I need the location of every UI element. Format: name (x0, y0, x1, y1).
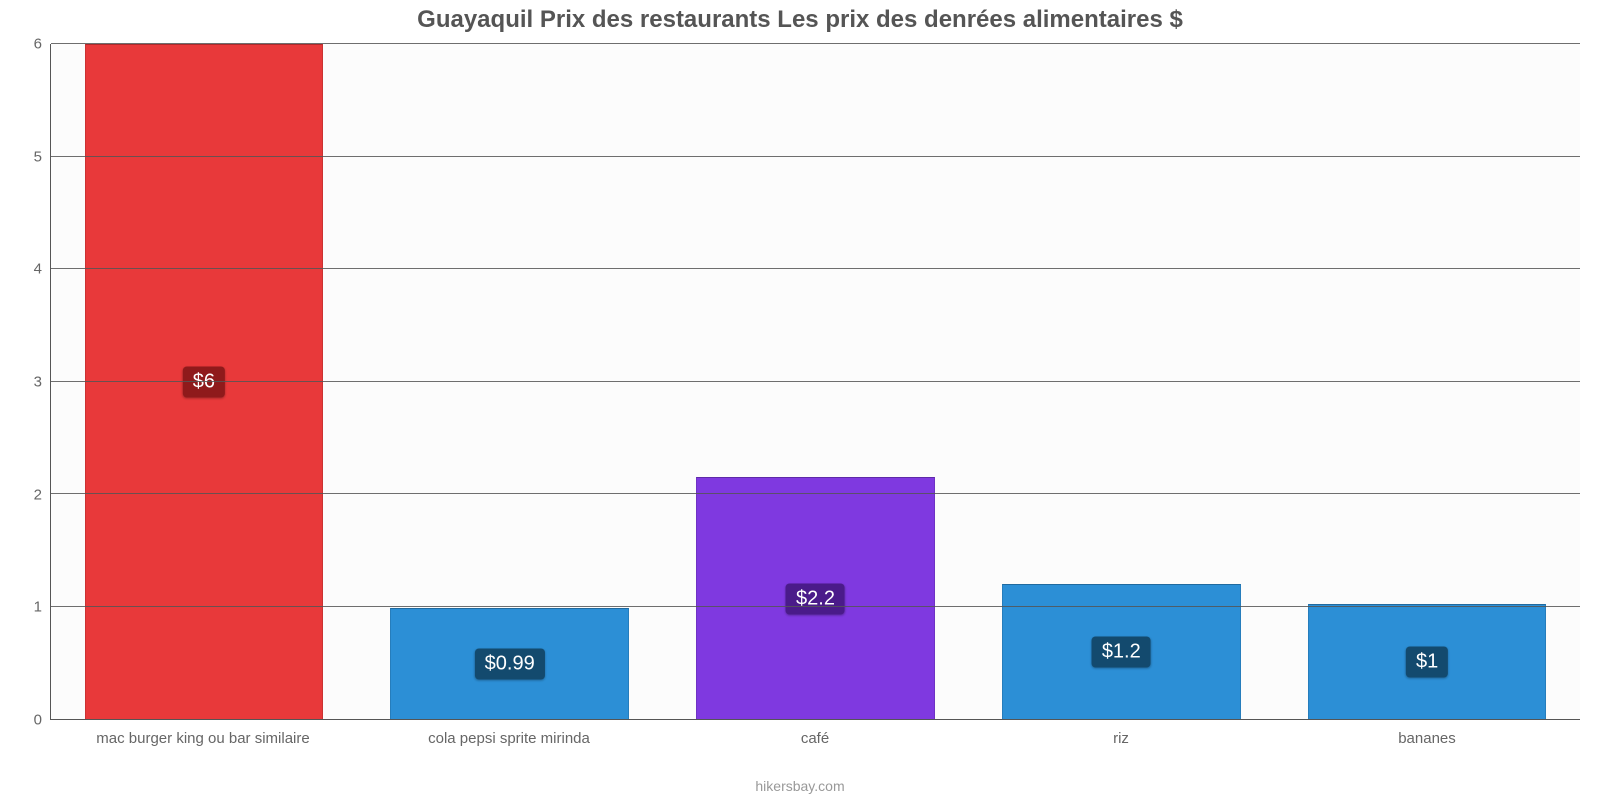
grid-line (51, 156, 1580, 157)
y-tick-label: 3 (34, 374, 42, 391)
grid-line (51, 493, 1580, 494)
y-tick-label: 6 (34, 36, 42, 53)
bar: $6 (85, 44, 324, 719)
x-tick-label: cola pepsi sprite mirinda (356, 720, 662, 778)
plot-row: 0123456 $6$0.99$2.2$1.2$1 (0, 44, 1600, 720)
bar: $1.2 (1002, 584, 1241, 719)
chart-credit: hikersbay.com (0, 778, 1600, 800)
bar-slot: $0.99 (357, 44, 663, 719)
grid-line (51, 606, 1580, 607)
bar-value-label: $6 (183, 367, 225, 398)
bar: $2.2 (696, 477, 935, 719)
grid-line (51, 381, 1580, 382)
bar-value-label: $1 (1406, 647, 1448, 678)
grid-line (51, 268, 1580, 269)
y-tick-label: 0 (34, 712, 42, 729)
y-tick-label: 2 (34, 486, 42, 503)
bar-slot: $2.2 (663, 44, 969, 719)
x-tick-label: bananes (1274, 720, 1580, 778)
y-tick-label: 4 (34, 261, 42, 278)
bar-value-label: $0.99 (475, 648, 545, 679)
x-tick-label: riz (968, 720, 1274, 778)
x-tick-label: café (662, 720, 968, 778)
bar: $1 (1308, 604, 1547, 719)
y-tick-label: 1 (34, 599, 42, 616)
x-axis: mac burger king ou bar similairecola pep… (0, 720, 1600, 778)
bar-slot: $1.2 (968, 44, 1274, 719)
y-axis: 0123456 (0, 44, 50, 720)
bar-value-label: $2.2 (786, 583, 845, 614)
bar-value-label: $1.2 (1092, 637, 1151, 668)
chart-title: Guayaquil Prix des restaurants Les prix … (0, 0, 1600, 44)
price-bar-chart: Guayaquil Prix des restaurants Les prix … (0, 0, 1600, 800)
plot-area: $6 $0.99 $2.2 $1.2 $1 (50, 44, 1580, 720)
y-tick-label: 5 (34, 148, 42, 165)
bar-slot: $6 (51, 44, 357, 719)
bar-slot: $1 (1274, 44, 1580, 719)
bar: $0.99 (390, 608, 629, 719)
bars-container: $6 $0.99 $2.2 $1.2 $1 (51, 44, 1580, 719)
x-tick-label: mac burger king ou bar similaire (50, 720, 356, 778)
grid-line (51, 43, 1580, 44)
